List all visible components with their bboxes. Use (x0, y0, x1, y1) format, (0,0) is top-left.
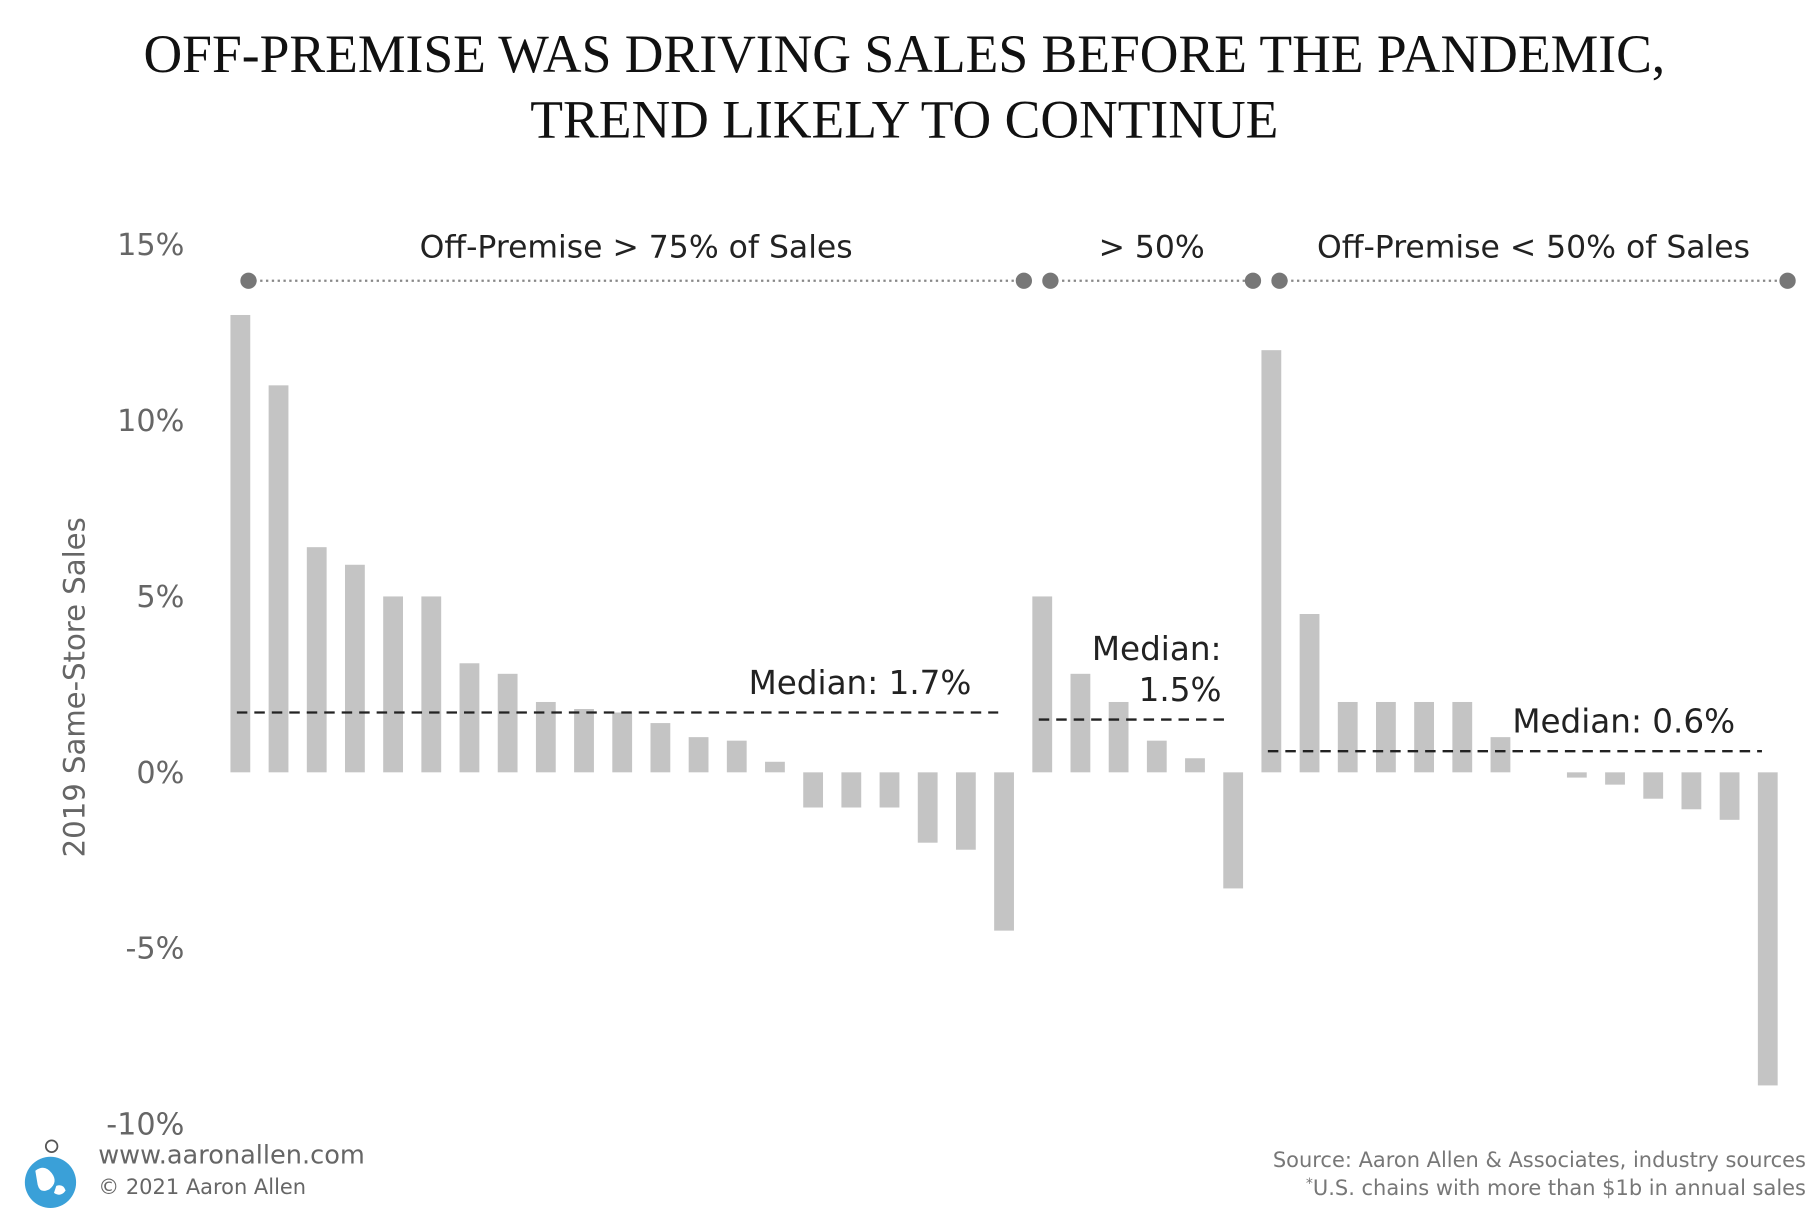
bar (803, 772, 824, 808)
bar (841, 772, 862, 808)
bar (1261, 350, 1282, 773)
bar (1452, 701, 1473, 773)
y-tick-label: 10% (117, 404, 184, 439)
bar (917, 772, 938, 843)
bar (612, 712, 633, 773)
bar (1681, 772, 1702, 810)
bracket-dot (240, 272, 257, 289)
logo (24, 1139, 77, 1208)
bar (497, 673, 518, 773)
bar (1719, 772, 1740, 820)
bar (1490, 737, 1511, 773)
website: www.aaronallen.com (98, 1141, 365, 1171)
y-tick-label: 0% (136, 756, 184, 791)
bar (574, 709, 594, 773)
bracket-dot (1015, 272, 1033, 289)
bar (1299, 614, 1320, 773)
source: Source: Aaron Allen & Associates, indust… (1273, 1148, 1806, 1172)
note: *U.S. chains with more than $1b in annua… (1306, 1176, 1806, 1200)
bar (421, 596, 442, 773)
y-tick-label: 15% (117, 228, 184, 263)
bar (688, 737, 709, 773)
bar (1032, 596, 1053, 773)
bar (230, 314, 251, 773)
bracket-dot (1271, 272, 1288, 289)
chart-title: OFF-PREMISE WAS DRIVING SALES BEFORE THE… (143, 24, 1665, 149)
bar (383, 596, 403, 773)
bar (879, 772, 900, 808)
bar (1414, 701, 1434, 773)
median-label: Median: 1.7% (749, 664, 972, 702)
y-axis-label: 2019 Same-Store Sales (57, 517, 91, 857)
median-label: 1.5% (1139, 671, 1222, 709)
bar (765, 761, 785, 773)
bar (345, 564, 365, 773)
group-label: Off-Premise > 75% of Sales (420, 229, 853, 265)
bar (1376, 701, 1396, 773)
y-tick-label: 5% (136, 580, 184, 615)
bar (650, 723, 671, 773)
bar (1223, 772, 1244, 889)
bar (1146, 740, 1167, 773)
median-label: Median: 0.6% (1512, 703, 1735, 741)
bar (459, 663, 480, 773)
copyright: © 2021 Aaron Allen (98, 1175, 306, 1199)
y-tick-label: -5% (125, 932, 184, 967)
bar (726, 740, 747, 773)
median-label: Median: (1092, 630, 1222, 668)
bar (1566, 772, 1587, 778)
group-label: Off-Premise < 50% of Sales (1317, 229, 1750, 265)
bar (1605, 772, 1625, 785)
bar (1337, 701, 1358, 773)
bar (1643, 772, 1664, 799)
group-label: > 50% (1099, 229, 1205, 265)
bar (955, 772, 976, 850)
bracket-dot (1244, 272, 1262, 289)
bar (268, 385, 289, 773)
bar (306, 547, 327, 773)
bar (994, 772, 1014, 931)
note-mark: * (1306, 1176, 1313, 1192)
bar (1108, 701, 1129, 773)
bracket-dot (1042, 272, 1059, 289)
y-tick-label: -10% (106, 1108, 184, 1143)
bar (535, 701, 556, 773)
bar (1757, 772, 1778, 1086)
bar (1070, 673, 1091, 773)
note-text: U.S. chains with more than $1b in annual… (1313, 1176, 1806, 1200)
bar (1185, 758, 1205, 773)
bracket-dot (1779, 272, 1796, 289)
